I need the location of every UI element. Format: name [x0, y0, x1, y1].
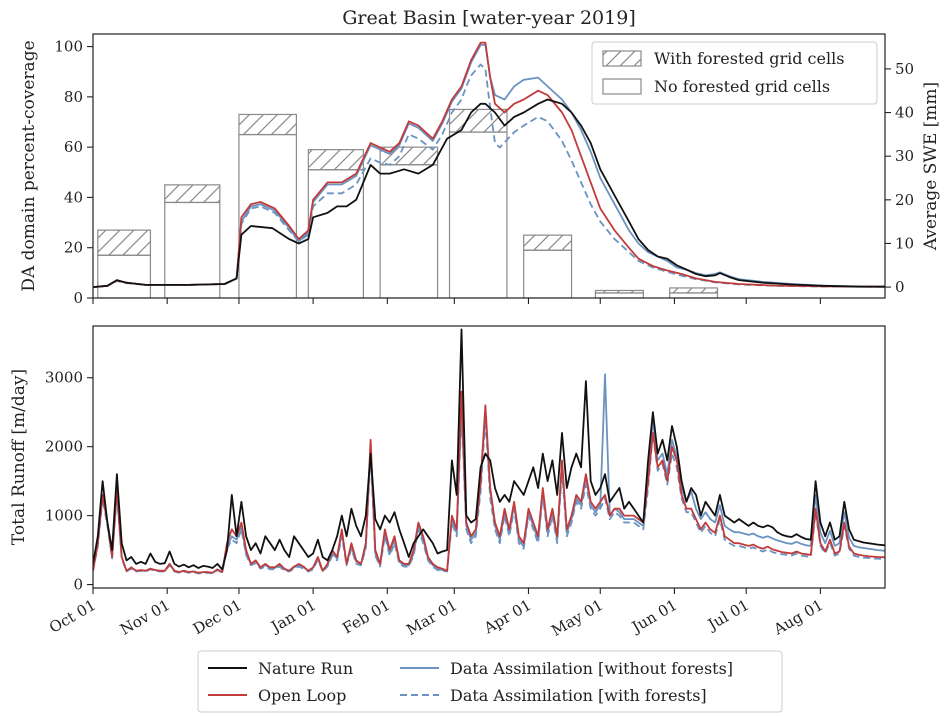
bottom-x-tick-label-aug-01: Aug 01 — [770, 596, 827, 639]
top-left-axis: 0 20 40 60 80 100 — [54, 38, 93, 307]
top-right-axis: 0 10 20 30 40 50 — [885, 60, 914, 296]
bar-with-forest-jan — [307, 149, 364, 171]
bottom-x-tick-label-may-01: May 01 — [548, 596, 606, 640]
bottom-y-axis-label: Total Runoff [m/day] — [9, 369, 29, 545]
chart-title: Great Basin [water-year 2019] — [342, 7, 635, 29]
bottom-y-tick-label-1000: 1000 — [45, 507, 83, 525]
bar-legend-frame — [591, 41, 878, 105]
top-left-tick-label-0: 0 — [73, 289, 83, 307]
swe-lines — [93, 41, 885, 288]
bottom-y-tick-label-2000: 2000 — [45, 438, 83, 456]
bottom-y-axis: 0 1000 2000 3000 — [45, 369, 93, 594]
top-panel: 0 20 40 60 80 100 0 10 20 30 40 50 DA domain perce… — [19, 33, 941, 307]
bar-no-forest-jun — [669, 292, 719, 298]
top-left-tick-label-60: 60 — [64, 138, 83, 156]
bar-with-forest-dec — [238, 113, 297, 136]
series-legend: Nature Run Open Loop Data Assimilation [… — [197, 650, 783, 713]
bar-no-forest-feb — [379, 164, 439, 298]
bar-with-forest-mar — [448, 108, 508, 133]
top-left-tick-label-40: 40 — [64, 188, 83, 206]
top-right-tick-label-40: 40 — [895, 104, 914, 122]
legend-label-da-without-forests: Data Assimilation [without forests] — [450, 659, 733, 678]
legend-label-da-with-forests: Data Assimilation [with forests] — [450, 686, 707, 705]
bar-with-forest-feb — [379, 146, 439, 166]
top-left-tick-label-100: 100 — [54, 38, 83, 56]
runoff-line-nature-run — [93, 328, 885, 571]
bottom-x-tick-label-jun-01: Jun 01 — [627, 596, 680, 637]
bar-legend-hatch-swatch — [602, 50, 642, 67]
top-left-axis-label: DA domain percent-coverage — [19, 40, 39, 291]
top-right-tick-label-20: 20 — [895, 191, 914, 209]
legend-label-open-loop: Open Loop — [258, 686, 346, 705]
bar-legend: With forested grid cells No forested gri… — [591, 41, 878, 105]
bottom-x-axis: Oct 01 Nov 01 Dec 01 Jan 01 Feb 01 Mar 01 Apr … — [46, 588, 826, 640]
bottom-y-tick-label-3000: 3000 — [45, 369, 83, 387]
bottom-y-tick-label-0: 0 — [73, 576, 83, 594]
bottom-axes-frame — [92, 325, 886, 589]
bar-no-forest-mar — [448, 131, 508, 298]
swe-line-nature-run — [93, 98, 885, 288]
bar-with-forest-oct — [97, 229, 152, 256]
bottom-x-tick-label-oct-01: Oct 01 — [46, 596, 99, 637]
bar-no-forest-oct — [97, 254, 152, 298]
bar-no-forest-apr — [523, 249, 573, 298]
top-right-tick-label-50: 50 — [895, 60, 914, 78]
bar-no-forest-may — [594, 292, 644, 298]
bottom-x-tick-label-feb-01: Feb 01 — [339, 596, 393, 638]
bottom-x-tick-label-apr-01: Apr 01 — [480, 596, 534, 638]
bottom-x-tick-label-jul-01: Jul 01 — [703, 596, 752, 635]
bar-legend-plain-swatch — [602, 78, 642, 95]
bar-no-forest-dec — [238, 133, 297, 298]
bar-with-forest-nov — [164, 184, 221, 204]
runoff-lines — [93, 328, 885, 575]
top-right-axis-label: Average SWE [mm] — [921, 82, 941, 251]
bar-with-forest-jun — [669, 287, 719, 294]
top-x-axis — [92, 298, 821, 304]
bar-no-forest-jan — [307, 169, 364, 298]
top-right-tick-label-0: 0 — [895, 278, 905, 296]
bottom-panel: 0 1000 2000 3000 Oct 01 Nov 01 Dec 01 Jan 01 Fe… — [9, 325, 886, 640]
swe-line-data-assimilation-with-forests — [93, 63, 885, 288]
bar-legend-with-forest: With forested grid cells — [654, 49, 844, 68]
swe-line-open-loop — [93, 41, 885, 288]
bottom-x-tick-label-nov-01: Nov 01 — [117, 596, 173, 639]
top-left-tick-label-20: 20 — [64, 239, 83, 257]
runoff-line-open-loop — [93, 390, 885, 574]
bar-legend-no-forest: No forested grid cells — [654, 77, 830, 96]
bottom-x-tick-label-mar-01: Mar 01 — [403, 596, 460, 639]
bottom-x-tick-label-dec-01: Dec 01 — [190, 596, 245, 638]
bar-with-forest-apr — [523, 234, 573, 251]
top-left-tick-label-80: 80 — [64, 88, 83, 106]
top-axes-frame — [92, 33, 886, 299]
runoff-line-data-assimilation-with-forests — [93, 411, 885, 575]
series-legend-frame — [197, 650, 783, 713]
top-right-tick-label-10: 10 — [895, 234, 914, 252]
bottom-x-tick-label-jan-01: Jan 01 — [266, 596, 319, 637]
top-right-tick-label-30: 30 — [895, 147, 914, 165]
legend-label-nature-run: Nature Run — [258, 659, 353, 678]
